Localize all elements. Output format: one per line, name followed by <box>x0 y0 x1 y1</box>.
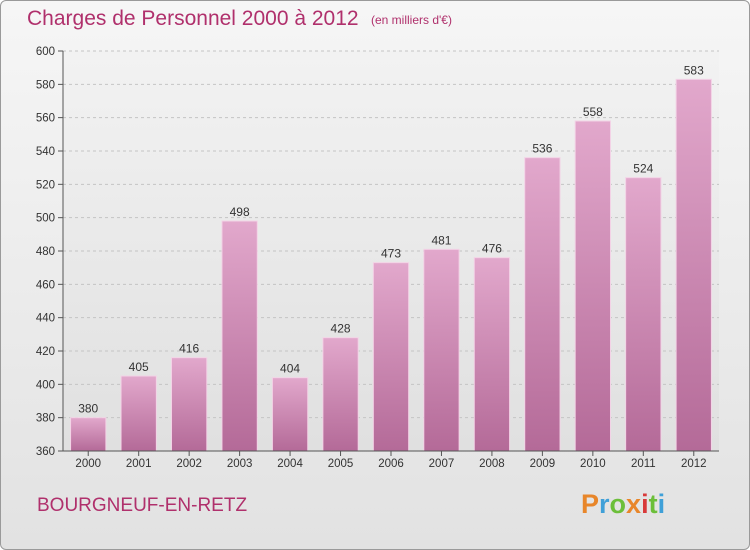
chart-title: Charges de Personnel 2000 à 2012 <box>27 7 359 30</box>
x-tick-label: 2004 <box>277 458 303 470</box>
proxiti-logo: Proxiti <box>581 489 665 520</box>
bar-2000 <box>70 417 107 452</box>
bar-2001 <box>120 375 157 452</box>
bar-value-label: 416 <box>179 342 199 356</box>
x-tick-label: 2001 <box>126 458 152 470</box>
y-tick-label: 500 <box>36 213 55 225</box>
x-tick-label: 2008 <box>479 458 505 470</box>
bar-value-label: 524 <box>633 162 653 176</box>
bar-value-label: 481 <box>431 233 451 247</box>
x-tick-label: 2010 <box>580 458 606 470</box>
y-tick-label: 460 <box>36 279 55 291</box>
logo-letter: x <box>626 489 642 519</box>
bar-2002 <box>170 357 208 452</box>
bar-value-label: 405 <box>129 360 149 374</box>
bar-2011 <box>625 177 662 452</box>
bar-2006 <box>372 262 410 452</box>
commune-name: BOURGNEUF-EN-RETZ <box>37 495 248 516</box>
bar-value-label: 380 <box>78 402 98 416</box>
y-tick-label: 600 <box>36 46 55 58</box>
bar-2007 <box>423 248 460 452</box>
x-tick-label: 2005 <box>328 458 354 470</box>
x-tick-label: 2003 <box>227 458 253 470</box>
bar-value-label: 583 <box>684 63 704 77</box>
chart-subtitle: (en milliers d'€) <box>371 13 452 27</box>
bar-value-label: 536 <box>532 142 552 156</box>
y-tick-label: 360 <box>36 446 55 458</box>
y-tick-label: 380 <box>36 413 55 425</box>
x-tick-label: 2009 <box>530 458 556 470</box>
y-tick-label: 520 <box>36 179 55 191</box>
bar-2003 <box>221 220 258 452</box>
logo-letter: r <box>599 489 610 519</box>
bar-2008 <box>473 257 511 452</box>
logo-letter: P <box>581 489 600 519</box>
logo-letter: i <box>641 489 649 519</box>
y-tick-label: 480 <box>36 246 55 258</box>
y-tick-label: 580 <box>36 79 55 91</box>
x-tick-label: 2007 <box>429 458 455 470</box>
bar-value-label: 498 <box>230 205 250 219</box>
bar-2005 <box>322 337 359 452</box>
y-tick-label: 440 <box>36 313 55 325</box>
y-tick-label: 400 <box>36 379 55 391</box>
bar-2004 <box>271 377 309 452</box>
bar-2012 <box>675 78 712 452</box>
x-tick-label: 2002 <box>176 458 202 470</box>
logo-letter: t <box>648 489 658 519</box>
x-tick-label: 2006 <box>378 458 404 470</box>
x-tick-label: 2011 <box>631 458 656 470</box>
bar-value-label: 473 <box>381 247 401 261</box>
y-tick-label: 560 <box>36 113 55 125</box>
logo-letter: o <box>609 489 627 519</box>
bar-value-label: 558 <box>583 105 603 119</box>
logo-letter: i <box>657 489 666 519</box>
y-tick-label: 540 <box>36 146 55 158</box>
bar-2010 <box>574 120 612 452</box>
bar-2009 <box>524 157 561 452</box>
bar-value-label: 428 <box>331 322 351 336</box>
x-tick-label: 2012 <box>681 458 707 470</box>
x-tick-label: 2000 <box>75 458 101 470</box>
bar-value-label: 476 <box>482 242 502 256</box>
bar-value-label: 404 <box>280 362 300 376</box>
y-tick-label: 420 <box>36 346 55 358</box>
